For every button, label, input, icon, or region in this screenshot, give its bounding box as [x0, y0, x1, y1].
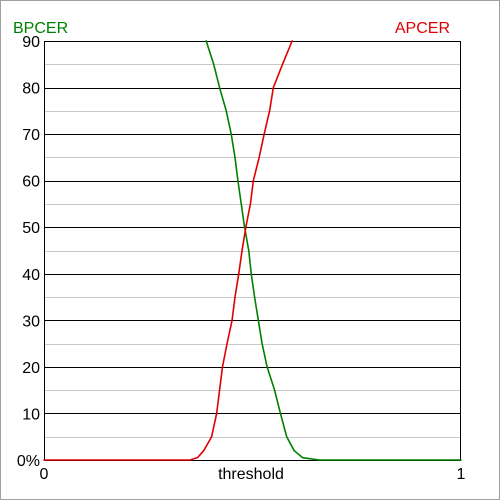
grid-lines — [44, 41, 461, 438]
y-tick-label: 20 — [22, 360, 40, 377]
y-tick-label: 80 — [22, 81, 40, 98]
y-tick-label: 10 — [22, 406, 40, 423]
y-tick-label: 50 — [22, 220, 40, 237]
x-tick-label: 1 — [457, 466, 466, 483]
tick-labels: 0% 10 20 30 40 50 60 70 80 90 0 1 — [17, 34, 466, 483]
series-label-bpcer: BPCER — [13, 20, 68, 37]
y-tick-label: 60 — [22, 174, 40, 191]
x-tick-label: 0 — [40, 466, 49, 483]
x-axis-label: threshold — [218, 466, 284, 483]
series-line-apcer — [43, 40, 293, 461]
y-tick-label: 40 — [22, 267, 40, 284]
y-tick-label: 0% — [17, 453, 40, 470]
y-tick-label: 90 — [22, 34, 40, 51]
series-lines — [43, 40, 462, 461]
y-tick-label: 70 — [22, 127, 40, 144]
y-tick-label: 30 — [22, 313, 40, 330]
axes — [44, 41, 461, 461]
series-label-apcer: APCER — [395, 20, 450, 37]
series-line-bpcer — [205, 40, 462, 461]
